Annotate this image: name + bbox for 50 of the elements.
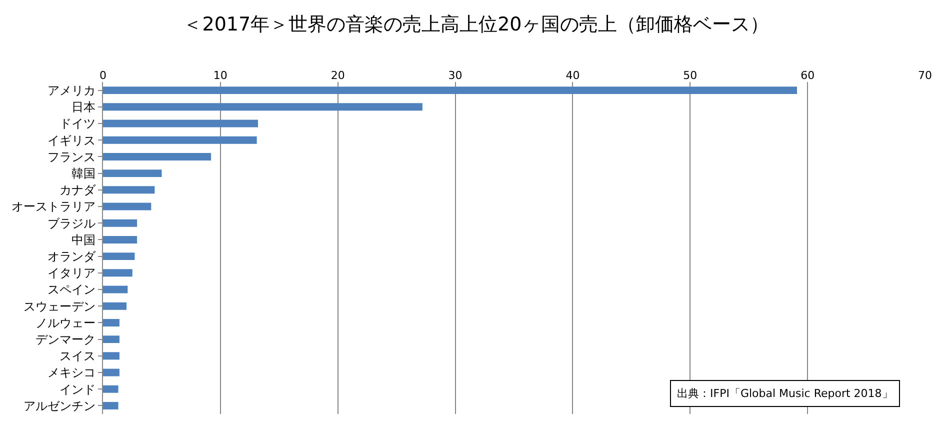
- chart-title: ＜2017年＞世界の音楽の売上高上位20ヶ国の売上（卸価格ベース）: [183, 14, 769, 36]
- y-tick-label: フランス: [48, 150, 96, 164]
- y-tick-label: インド: [60, 382, 96, 396]
- bar: [103, 385, 118, 393]
- x-tick-label: 20: [330, 68, 345, 82]
- bar: [103, 336, 120, 344]
- annotation: 出典：IFPI「Global Music Report 2018」: [677, 387, 893, 400]
- y-tick-label: 韓国: [72, 166, 96, 180]
- x-tick-label: 30: [448, 68, 462, 82]
- x-tick-label: 50: [683, 68, 698, 82]
- bar: [103, 170, 162, 178]
- bar: [103, 219, 138, 227]
- bar: [103, 86, 797, 94]
- y-tick-label: カナダ: [60, 183, 97, 198]
- y-tick-label: メキシコ: [48, 366, 96, 380]
- bar: [103, 286, 128, 294]
- y-tick-label: イギリス: [48, 133, 96, 148]
- y-tick-label: 日本: [72, 100, 96, 114]
- x-tick-label: 70: [918, 68, 932, 82]
- bar: [103, 136, 257, 144]
- y-tick-label: スペイン: [48, 282, 96, 297]
- bar: [103, 368, 120, 376]
- y-tick-label: イタリア: [48, 266, 96, 280]
- bar: [103, 402, 118, 410]
- bar: [103, 269, 132, 277]
- y-tick-label: 中国: [72, 232, 96, 247]
- y-tick-label: ノルウェー: [36, 316, 96, 330]
- bar: [103, 318, 120, 326]
- bar: [103, 352, 120, 360]
- bar: [103, 103, 422, 111]
- y-tick-label: アメリカ: [48, 84, 96, 98]
- bar: [103, 120, 258, 128]
- y-tick-label: オーストラリア: [12, 200, 96, 214]
- x-tick-label: 10: [213, 68, 228, 82]
- y-tick-label: ブラジル: [48, 216, 96, 230]
- y-tick-label: スウェーデン: [24, 299, 96, 314]
- bar: [103, 302, 126, 310]
- bar: [103, 152, 212, 160]
- x-tick-label: 40: [566, 68, 580, 82]
- bar: [103, 236, 138, 244]
- bar: [103, 252, 135, 260]
- x-tick-label: 60: [800, 68, 815, 82]
- x-tick-label: 0: [100, 68, 106, 82]
- y-tick-label: デンマーク: [36, 332, 96, 346]
- y-tick-label: ドイツ: [60, 116, 96, 131]
- bar: [103, 202, 152, 210]
- y-tick-label: アルゼンチン: [24, 398, 96, 413]
- bar: [103, 186, 155, 194]
- y-tick-label: スイス: [60, 349, 96, 364]
- y-tick-label: オランダ: [48, 250, 97, 264]
